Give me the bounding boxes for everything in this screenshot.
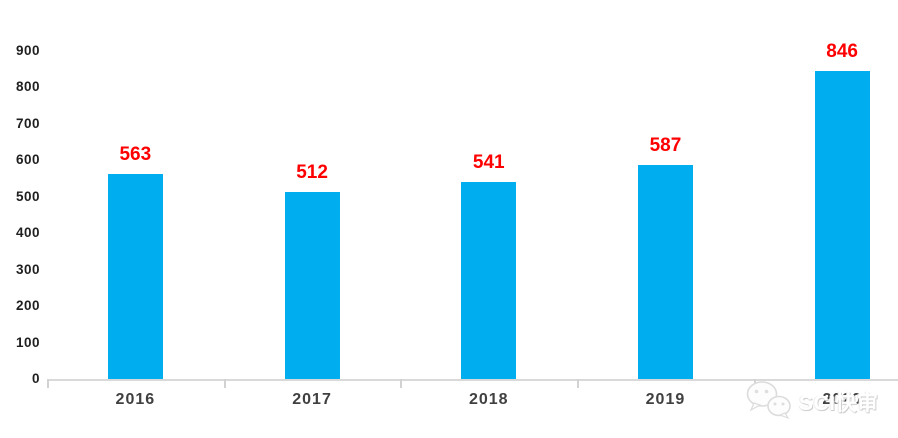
y-axis-tick-label: 600 [15, 152, 40, 168]
x-axis-line [47, 379, 898, 381]
y-axis-tick-label: 300 [15, 261, 40, 277]
y-axis-tick-label: 100 [15, 334, 40, 350]
value-label-2018: 541 [472, 151, 505, 173]
x-axis-tick-mark [400, 379, 403, 388]
y-axis-tick-label: 800 [15, 79, 40, 95]
y-axis-tick-label: 700 [15, 115, 40, 131]
watermark-text: SCI快审 [799, 392, 879, 415]
x-axis-label-2020: 2020 [822, 391, 862, 408]
bar-2018 [461, 181, 517, 379]
watermark: SCI快审 [744, 379, 879, 425]
y-axis-tick-label: 500 [15, 188, 40, 204]
value-label-2016: 563 [119, 143, 152, 165]
bar-2017 [284, 192, 340, 379]
x-axis-label-2017: 2017 [292, 391, 332, 408]
x-axis-label-2019: 2019 [645, 391, 686, 408]
x-axis-tick-mark [47, 379, 49, 388]
x-axis-label-2016: 2016 [115, 391, 156, 408]
y-axis-tick-label: 400 [15, 225, 40, 241]
bar-2019 [637, 165, 693, 379]
bar-2020 [814, 70, 870, 379]
y-axis-tick-label: 0 [31, 371, 40, 386]
bar-2016 [107, 173, 163, 379]
y-axis-tick-label: 200 [15, 298, 40, 314]
y-axis-tick-label: 900 [15, 43, 40, 58]
wechat-icon [744, 379, 794, 426]
value-label-2019: 587 [649, 135, 682, 157]
value-label-2017: 512 [296, 162, 328, 184]
x-axis-label-2018: 2018 [468, 391, 509, 408]
value-label-2020: 846 [826, 40, 858, 62]
x-axis-tick-mark [223, 379, 226, 388]
x-axis-tick-mark [577, 379, 580, 388]
